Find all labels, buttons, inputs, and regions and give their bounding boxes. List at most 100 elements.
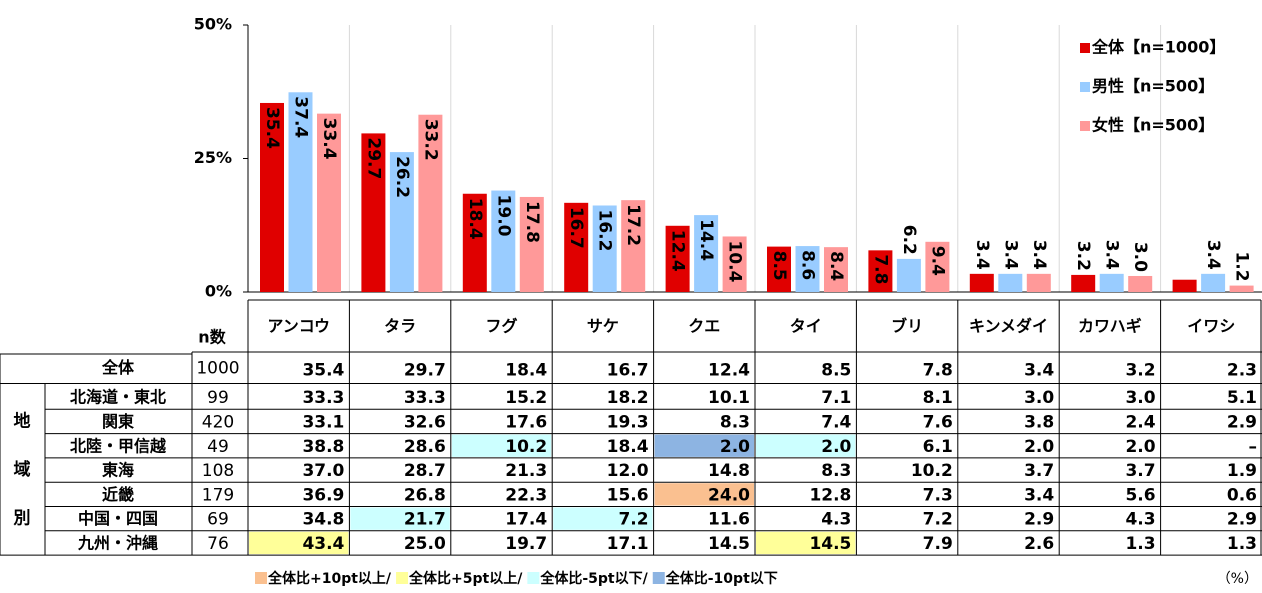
data-label: 29.7 (363, 137, 383, 179)
table-cell: 28.7 (404, 461, 446, 481)
bar (969, 273, 994, 292)
data-label: 33.4 (319, 118, 339, 160)
table-cell: 2.0 (1024, 437, 1054, 457)
bar (288, 92, 313, 292)
bar (1128, 275, 1153, 292)
n-cell: 108 (202, 461, 234, 481)
bar (491, 190, 516, 292)
bar (592, 205, 617, 292)
table-cell: 10.2 (911, 461, 953, 481)
data-label: 6.2 (899, 225, 919, 255)
column-header: タイ (790, 317, 822, 336)
table-cell: 3.4 (1024, 361, 1054, 381)
table-cell: 4.3 (1125, 510, 1155, 530)
footnote-label: 全体比-10pt以下 (665, 570, 778, 587)
footnote-swatch (652, 572, 665, 584)
table-cell: 2.3 (1227, 361, 1257, 381)
table-cell: 4.3 (821, 510, 851, 530)
table-cell: 3.2 (1125, 361, 1155, 381)
data-label: 3.4 (1203, 240, 1223, 270)
table-cell: 8.5 (821, 361, 851, 381)
y-tick-label: 0% (205, 282, 232, 301)
table-cell: 12.8 (809, 485, 851, 505)
highlight-cell (756, 531, 856, 555)
data-label: 16.2 (595, 209, 615, 251)
n-cell: 99 (207, 388, 229, 408)
table-cell: 33.1 (302, 412, 344, 432)
n-header: n数 (198, 328, 226, 347)
footnote-label: 全体比+10pt以上/ (267, 570, 392, 587)
table-cell: 38.8 (302, 437, 344, 457)
highlight-cell (756, 434, 856, 457)
bar (722, 236, 747, 292)
table-cell: 7.3 (923, 485, 953, 505)
column-header: フグ (485, 317, 517, 336)
data-label: 3.4 (1102, 240, 1122, 270)
table-cell: 2.6 (1024, 534, 1054, 554)
table-cell: 33.3 (302, 388, 344, 408)
table-cell: 36.9 (302, 485, 344, 505)
bar (998, 273, 1023, 292)
highlight-cell (654, 483, 754, 506)
column-header: イワシ (1187, 317, 1235, 336)
data-label: 3.4 (1000, 240, 1020, 270)
bar (260, 102, 284, 293)
table-cell: 2.4 (1125, 412, 1155, 432)
table-cell: 7.4 (821, 412, 851, 432)
legend-swatch (1080, 43, 1090, 53)
table-cell: 18.4 (607, 437, 649, 457)
data-label: 16.7 (566, 207, 586, 249)
table-cell: 29.7 (404, 361, 446, 381)
footnote-label: 全体比-5pt以下/ (539, 570, 648, 587)
n-cell: 1000 (196, 359, 239, 379)
table-cell: 5.1 (1227, 388, 1257, 408)
table-cell: 18.2 (607, 388, 649, 408)
n-cell: 179 (202, 485, 234, 505)
bar (824, 247, 848, 292)
data-label: 12.4 (668, 230, 688, 272)
table-cell: 12.4 (708, 361, 750, 381)
table-cell: 21.7 (404, 510, 446, 530)
table-cell: 22.3 (505, 485, 547, 505)
data-label: 35.4 (262, 107, 282, 149)
table-cell: 6.1 (923, 437, 953, 457)
table-cell: 32.6 (404, 412, 446, 432)
bar (1099, 273, 1124, 292)
region-group-label: 別 (13, 509, 31, 529)
table-cell: 19.3 (607, 412, 649, 432)
bar (694, 215, 719, 292)
table-cell: 37.0 (302, 461, 344, 481)
column-header: クエ (688, 317, 720, 336)
table-cell: 14.8 (708, 461, 750, 481)
data-label: 26.2 (392, 156, 412, 198)
legend-label: 全体【n=1000】 (1091, 38, 1225, 57)
legend-swatch (1080, 121, 1090, 131)
bar (665, 225, 690, 292)
row-label: 九州・沖縄 (77, 533, 158, 552)
bar (389, 152, 414, 292)
region-group-label: 域 (14, 459, 31, 480)
table-cell: 15.6 (607, 485, 649, 505)
bar (925, 241, 950, 292)
data-label: 1.2 (1232, 251, 1252, 281)
table-cell: 7.2 (923, 510, 953, 530)
table-cell: 28.6 (404, 437, 446, 457)
legend-swatch (1080, 82, 1090, 92)
data-label: 37.4 (291, 96, 311, 138)
table-cell: 2.9 (1227, 412, 1257, 432)
row-label: 全体 (101, 358, 135, 377)
footnote-swatch (396, 572, 409, 584)
table-cell: 3.7 (1125, 461, 1155, 481)
table-cell: 12.0 (607, 461, 649, 481)
data-label: 8.5 (769, 251, 789, 281)
table-cell: 17.1 (607, 534, 649, 554)
legend-label: 女性【n=500】 (1092, 116, 1214, 135)
table-cell: 8.1 (923, 388, 953, 408)
bar (767, 246, 791, 292)
data-label: 9.4 (927, 246, 947, 276)
footnote-swatch (527, 572, 540, 584)
bar (361, 133, 386, 292)
footnote-label: 全体比+5pt以上/ (408, 570, 523, 587)
table-cell: 5.6 (1125, 485, 1155, 505)
